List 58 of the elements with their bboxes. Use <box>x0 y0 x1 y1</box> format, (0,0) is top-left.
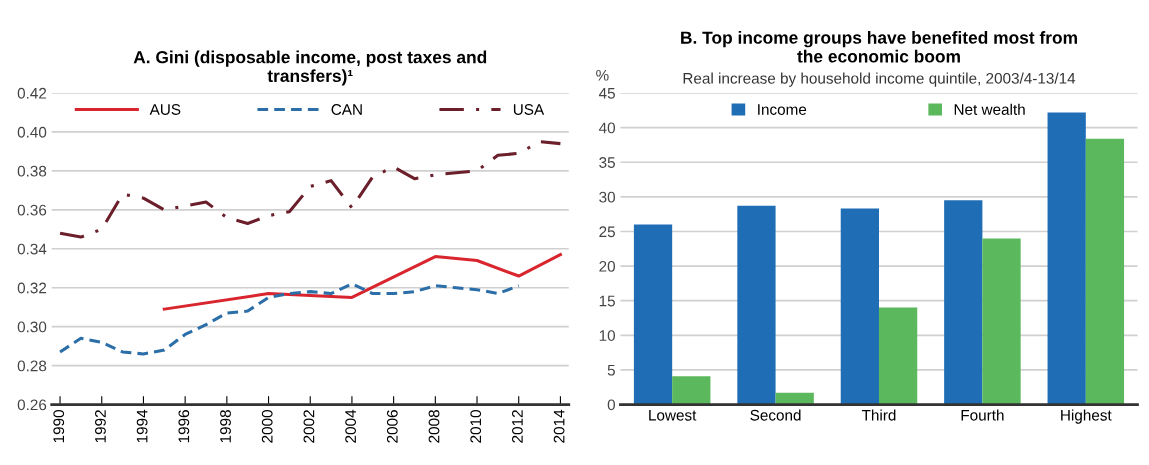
y-tick-label: 35 <box>599 157 615 168</box>
legend-label: CAN <box>331 104 362 115</box>
x-tick-label: 1992 <box>95 410 106 443</box>
legend-label: Income <box>758 104 807 115</box>
x-tick-label: 2004 <box>345 409 357 443</box>
y-tick-label: 0.30 <box>17 321 47 333</box>
x-tick-label: 2008 <box>428 410 440 443</box>
x-tick-label: 2014 <box>553 409 565 443</box>
x-tick-label: Third <box>861 409 896 421</box>
x-tick-label: Fourth <box>961 409 1004 421</box>
bar <box>672 376 711 405</box>
bar <box>878 307 918 405</box>
y-tick-label: 0.40 <box>17 126 47 138</box>
x-tick-label: 1998 <box>220 410 231 443</box>
x-tick-label: 1996 <box>178 410 190 443</box>
bar <box>1085 138 1125 405</box>
y-tick-label: 0.28 <box>17 360 47 372</box>
bar <box>840 208 879 405</box>
y-tick-label: 0.38 <box>17 165 47 177</box>
x-tick-label: 2010 <box>470 410 482 443</box>
y-tick-label: 20 <box>599 260 615 272</box>
y-axis-title: % <box>596 69 609 81</box>
legend-label: USA <box>513 104 545 115</box>
y-tick-label: 15 <box>599 295 615 307</box>
x-tick-label: Lowest <box>649 409 697 421</box>
bar <box>944 200 983 405</box>
y-tick-label: 5 <box>607 364 615 376</box>
y-tick-label: 0.36 <box>17 204 47 216</box>
x-tick-label: 1990 <box>53 410 65 443</box>
bar <box>1047 112 1086 405</box>
x-tick-label: 2012 <box>512 410 523 443</box>
chart-title: A. Gini (disposable income, post taxes and transfers)¹ <box>133 50 487 86</box>
bar <box>737 205 776 405</box>
bar <box>633 224 673 405</box>
x-tick-label: 2002 <box>303 410 315 443</box>
y-tick-label: 45 <box>598 88 615 99</box>
x-tick-label: 2006 <box>386 410 398 443</box>
chart-subtitle: Real increase by household income quintile, 2003/4-13/14 <box>683 72 1076 87</box>
y-tick-label: 0 <box>607 399 615 411</box>
legend-label: AUS <box>149 104 181 115</box>
y-tick-label: 0.34 <box>17 243 47 255</box>
y-tick-label: 25 <box>599 226 615 238</box>
x-tick-label: 1994 <box>136 409 148 443</box>
y-tick-label: 0.32 <box>17 282 47 294</box>
y-tick-label: 0.26 <box>17 399 47 411</box>
x-tick-label: 2000 <box>261 410 273 443</box>
legend-label: Net wealth <box>954 103 1025 115</box>
line-series <box>58 140 562 239</box>
y-tick-label: 30 <box>599 191 615 203</box>
line-series <box>58 282 521 356</box>
y-tick-label: 40 <box>598 122 615 134</box>
chart-title: B. Top income groups have benefited most from the economic boom <box>681 31 1077 63</box>
line-series <box>162 253 562 311</box>
bar <box>982 238 1021 405</box>
y-tick-label: 10 <box>599 330 615 341</box>
x-tick-label: Second <box>750 409 801 421</box>
y-tick-label: 0.42 <box>17 87 47 99</box>
x-tick-label: Highest <box>1061 409 1112 424</box>
